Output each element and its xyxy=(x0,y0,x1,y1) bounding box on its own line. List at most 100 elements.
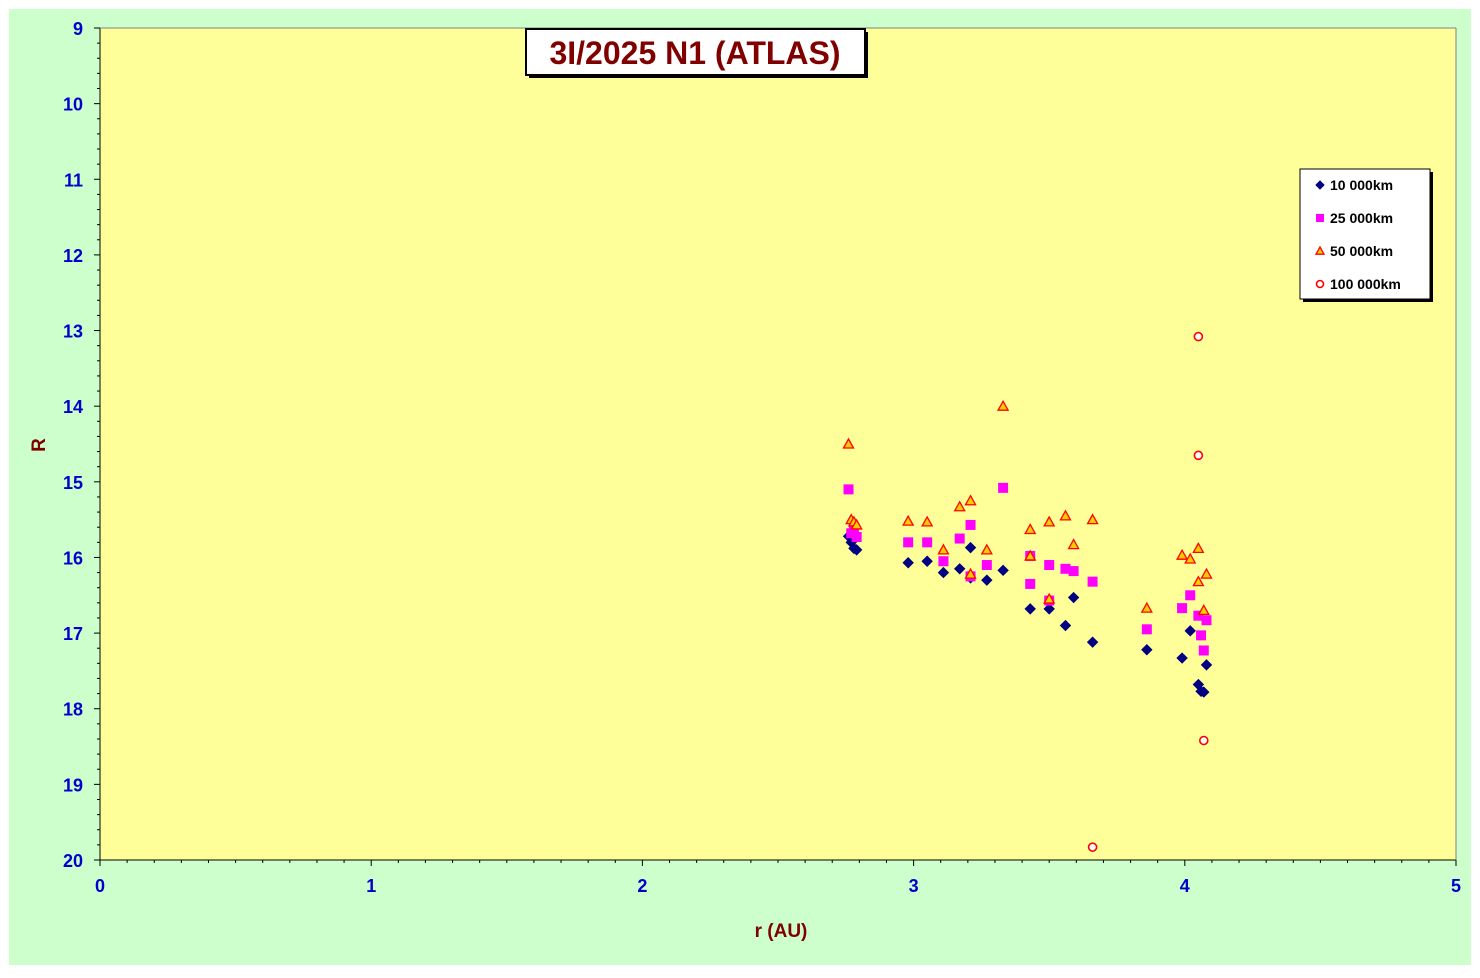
legend: 10 000km 25 000km 50 000km 100 000km xyxy=(1299,168,1433,302)
data-point-circle xyxy=(1198,735,1209,746)
legend-label: 50 000km xyxy=(1330,243,1393,259)
data-point-triangle xyxy=(1197,604,1210,616)
series-3 xyxy=(842,399,1213,616)
data-point-square xyxy=(851,532,862,543)
y-tick-label: 9 xyxy=(73,19,83,39)
data-point-diamond xyxy=(997,564,1009,577)
y-tick-label: 16 xyxy=(63,548,83,568)
y-tick-label: 12 xyxy=(63,246,83,266)
data-point-triangle xyxy=(902,514,915,526)
data-point-square xyxy=(1141,624,1152,635)
data-point-square xyxy=(1196,630,1207,641)
data-point-diamond xyxy=(1200,659,1213,671)
x-tick-label: 2 xyxy=(637,876,647,896)
data-point-diamond xyxy=(1184,625,1196,637)
data-point-triangle xyxy=(1043,515,1056,527)
data-point-diamond xyxy=(1141,644,1153,656)
data-point-diamond xyxy=(1176,652,1188,664)
data-point-triangle xyxy=(921,515,934,527)
y-tick-label: 10 xyxy=(63,95,83,115)
data-point-triangle xyxy=(842,437,855,449)
data-point-triangle xyxy=(1140,601,1153,613)
data-point-square xyxy=(965,519,976,530)
data-point-triangle xyxy=(996,399,1010,411)
data-point-triangle xyxy=(1067,538,1080,550)
data-point-square xyxy=(1044,560,1055,571)
chart-title: 3I/2025 N1 (ATLAS) xyxy=(549,35,840,71)
data-point-square xyxy=(1198,645,1209,656)
chart-title-frame xyxy=(525,28,866,76)
plot-area xyxy=(100,28,1456,860)
data-point-triangle xyxy=(1086,513,1099,525)
y-tick-label: 14 xyxy=(63,397,83,417)
data-point-square xyxy=(1201,615,1212,626)
data-point-square xyxy=(1185,590,1196,601)
chart-title-box: 3I/2025 N1 (ATLAS) xyxy=(525,28,868,78)
data-point-diamond xyxy=(1086,636,1099,648)
data-point-diamond xyxy=(1043,603,1055,615)
data-point-diamond xyxy=(902,557,914,569)
legend-marker-triangle xyxy=(1314,245,1326,255)
legend-label: 25 000km xyxy=(1330,210,1393,226)
legend-marker-circle xyxy=(1315,279,1325,289)
data-point-triangle xyxy=(1192,542,1205,554)
data-point-square xyxy=(954,533,965,544)
data-point-triangle xyxy=(850,518,863,530)
data-point-triangle xyxy=(1200,567,1213,579)
data-point-diamond xyxy=(937,566,950,579)
data-point-triangle xyxy=(1024,523,1037,535)
data-point-diamond xyxy=(953,563,966,575)
data-point-triangle xyxy=(1059,509,1072,521)
x-tick-label: 1 xyxy=(366,876,376,896)
data-point-square xyxy=(903,537,914,548)
data-point-diamond xyxy=(1024,603,1036,615)
data-point-triangle xyxy=(1024,549,1037,561)
x-tick-label: 4 xyxy=(1180,876,1190,896)
y-axis-ticks: 9 10 11 12 13 14 15 16 17 18 19 20 xyxy=(63,19,100,871)
x-tick-label: 5 xyxy=(1451,876,1461,896)
data-point-circle xyxy=(1193,450,1204,461)
data-point-diamond xyxy=(1059,619,1072,632)
data-point-square xyxy=(922,537,933,548)
data-point-diamond xyxy=(850,544,863,556)
data-point-triangle xyxy=(1175,548,1189,560)
x-tick-label: 3 xyxy=(909,876,919,896)
data-point-square xyxy=(1025,578,1036,589)
y-axis-title: R xyxy=(29,438,50,452)
y-tick-label: 15 xyxy=(63,473,83,493)
data-point-square xyxy=(938,556,949,567)
x-axis-title: r (AU) xyxy=(755,921,808,942)
y-tick-label: 19 xyxy=(63,775,83,795)
x-tick-label: 0 xyxy=(95,876,105,896)
y-tick-label: 20 xyxy=(63,851,83,871)
data-point-square xyxy=(1060,563,1071,574)
x-axis-ticks: 0 1 2 3 4 5 xyxy=(95,860,1461,896)
data-point-diamond xyxy=(921,555,933,567)
data-point-triangle xyxy=(1192,575,1205,587)
data-point-triangle xyxy=(953,500,966,512)
legend-label: 10 000km xyxy=(1330,177,1393,193)
legend-marker-diamond xyxy=(1315,180,1325,190)
data-point-square xyxy=(981,560,992,571)
data-point-diamond xyxy=(964,541,977,554)
data-point-triangle xyxy=(1184,552,1197,564)
data-point-square xyxy=(1068,566,1079,577)
data-point-triangle xyxy=(937,543,950,555)
data-point-circle xyxy=(1193,331,1204,342)
legend-label: 100 000km xyxy=(1330,276,1401,292)
data-point-diamond xyxy=(1198,686,1210,698)
legend-frame xyxy=(1299,168,1431,300)
data-point-square xyxy=(843,484,854,495)
data-point-square xyxy=(1193,610,1204,621)
y-tick-label: 18 xyxy=(63,700,83,720)
series-4 xyxy=(1087,331,1209,852)
data-point-triangle xyxy=(980,543,993,555)
y-tick-label: 13 xyxy=(63,322,83,342)
data-point-circle xyxy=(1087,842,1098,852)
data-point-square xyxy=(1177,603,1188,614)
data-point-diamond xyxy=(1067,591,1080,604)
data-point-square xyxy=(998,482,1009,493)
data-point-square xyxy=(1087,576,1098,587)
